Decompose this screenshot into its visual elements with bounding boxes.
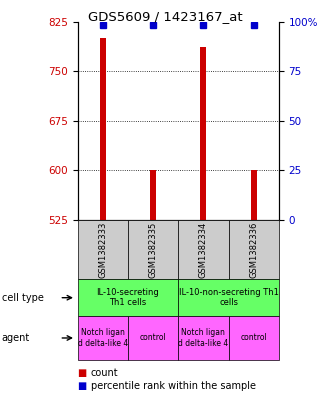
Text: Notch ligan
d delta-like 4: Notch ligan d delta-like 4 bbox=[178, 328, 228, 348]
Text: IL-10-non-secreting Th1
cells: IL-10-non-secreting Th1 cells bbox=[179, 288, 279, 307]
Text: percentile rank within the sample: percentile rank within the sample bbox=[91, 381, 256, 391]
Text: ■: ■ bbox=[78, 381, 87, 391]
Text: GSM1382335: GSM1382335 bbox=[148, 221, 157, 278]
Text: GDS5609 / 1423167_at: GDS5609 / 1423167_at bbox=[88, 10, 242, 23]
Text: cell type: cell type bbox=[2, 293, 44, 303]
Text: ■: ■ bbox=[78, 367, 87, 378]
Text: Notch ligan
d delta-like 4: Notch ligan d delta-like 4 bbox=[78, 328, 128, 348]
Text: IL-10-secreting
Th1 cells: IL-10-secreting Th1 cells bbox=[96, 288, 159, 307]
Bar bbox=[150, 171, 156, 220]
Text: control: control bbox=[240, 334, 267, 342]
Text: count: count bbox=[91, 367, 118, 378]
Bar bbox=[200, 47, 206, 220]
Text: GSM1382336: GSM1382336 bbox=[249, 221, 258, 278]
Bar bbox=[251, 171, 257, 220]
Text: control: control bbox=[140, 334, 166, 342]
Text: agent: agent bbox=[2, 333, 30, 343]
Bar bbox=[100, 38, 106, 220]
Text: GSM1382333: GSM1382333 bbox=[98, 221, 107, 278]
Text: GSM1382334: GSM1382334 bbox=[199, 221, 208, 278]
